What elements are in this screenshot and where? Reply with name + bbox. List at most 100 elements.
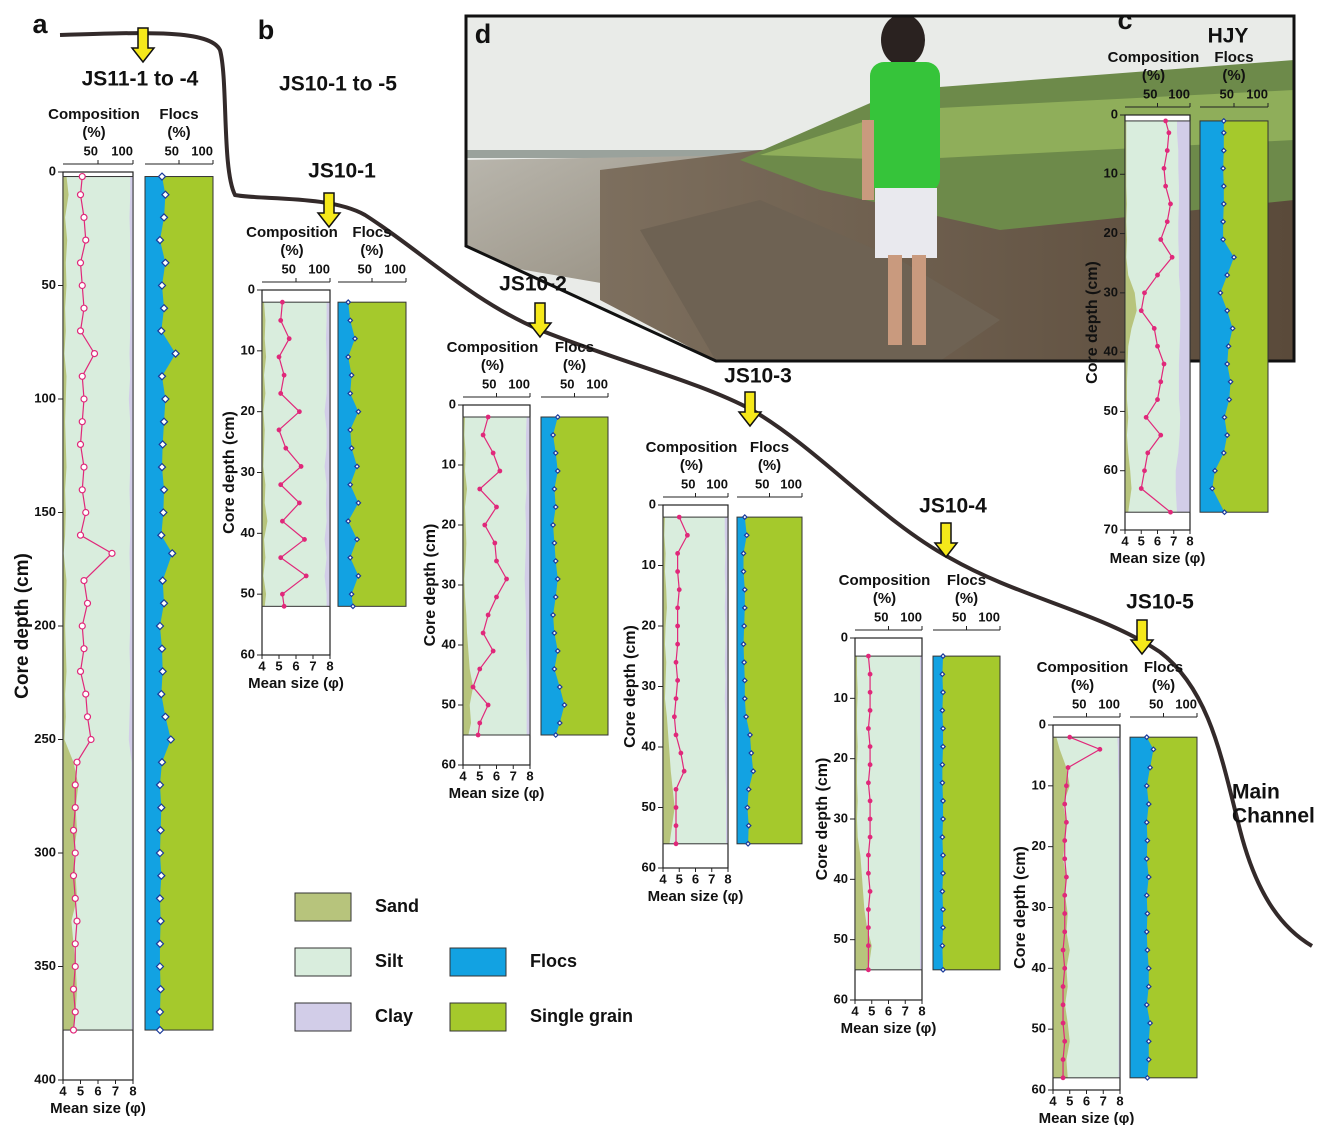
x-axis-label: Mean size (φ) — [841, 1020, 937, 1037]
y-tick-label: 100 — [34, 390, 56, 405]
x-tick-label: 4 — [59, 1083, 67, 1098]
y-axis-label: Core depth (cm) — [814, 758, 831, 881]
mean-size-point — [868, 672, 872, 676]
composition-tick-label: 100 — [508, 376, 530, 391]
y-tick-label: 50 — [1104, 403, 1118, 418]
flocs-label: Flocs — [555, 339, 594, 356]
composition-tick-label: 100 — [900, 609, 922, 624]
x-tick-label: 6 — [493, 768, 500, 783]
flocs-label: (%) — [758, 457, 781, 474]
core-title: JS10-5 — [1126, 591, 1194, 614]
mean-size-point — [78, 192, 84, 198]
x-tick-label: 5 — [676, 871, 683, 886]
mean-size-point — [72, 964, 78, 970]
x-tick-label: 7 — [708, 871, 715, 886]
x-axis-label: Mean size (φ) — [1039, 1110, 1135, 1125]
mean-size-point — [1165, 220, 1169, 224]
y-tick-label: 0 — [841, 629, 848, 644]
x-tick-label: 5 — [1138, 533, 1145, 548]
y-axis-label: Core depth (cm) — [12, 553, 33, 699]
channel-label: Main — [1232, 781, 1280, 804]
x-tick-label: 4 — [851, 1003, 859, 1018]
y-tick-label: 60 — [642, 859, 656, 874]
location-arrow — [318, 193, 340, 227]
x-tick-label: 7 — [309, 658, 316, 673]
mean-size-point — [481, 631, 485, 635]
x-tick-label: 7 — [1170, 533, 1177, 548]
mean-size-point — [1098, 748, 1102, 752]
core-title: JS10-4 — [919, 495, 987, 518]
composition-label: Composition — [447, 339, 539, 356]
mean-size-point — [71, 827, 77, 833]
mean-size-point — [679, 751, 683, 755]
legend-label: Sand — [375, 896, 419, 916]
y-tick-label: 400 — [34, 1071, 56, 1086]
mean-size-point — [868, 691, 872, 695]
flocs-tick-label: 50 — [165, 143, 179, 158]
mean-size-point — [868, 763, 872, 767]
mean-size-point — [471, 685, 475, 689]
legend-swatch — [295, 1003, 351, 1031]
x-tick-label: 4 — [659, 871, 667, 886]
composition-label: (%) — [1142, 67, 1165, 84]
flocs-label: (%) — [955, 590, 978, 607]
panel-letter: a — [32, 9, 48, 39]
mean-size-point — [483, 523, 487, 527]
mean-size-point — [868, 709, 872, 713]
x-tick-label: 6 — [1083, 1093, 1090, 1108]
mean-size-point — [78, 260, 84, 266]
mean-size-point — [284, 446, 288, 450]
mean-size-point — [1143, 469, 1147, 473]
mean-size-point — [481, 433, 485, 437]
mean-size-point — [72, 782, 78, 788]
mean-size-point — [491, 649, 495, 653]
y-tick-label: 250 — [34, 731, 56, 746]
mean-size-point — [1066, 766, 1070, 770]
core-title: JS10-3 — [724, 365, 792, 388]
mean-size-point — [79, 487, 85, 493]
mean-size-point — [674, 697, 678, 701]
y-tick-label: 350 — [34, 958, 56, 973]
panel-letter: c — [1117, 5, 1132, 35]
mean-size-point — [676, 606, 680, 610]
legend-label: Flocs — [530, 951, 577, 971]
mean-size-point — [1063, 930, 1067, 934]
mean-size-point — [867, 968, 871, 972]
mean-size-point — [505, 577, 509, 581]
mean-size-point — [78, 441, 84, 447]
mean-size-point — [867, 853, 871, 857]
y-tick-label: 60 — [1032, 1081, 1046, 1096]
x-tick-label: 6 — [1154, 533, 1161, 548]
mean-size-point — [1061, 1021, 1065, 1025]
x-tick-label: 4 — [258, 658, 266, 673]
mean-size-point — [1146, 451, 1150, 455]
mean-size-point — [85, 714, 91, 720]
flocs-label: (%) — [563, 357, 586, 374]
x-tick-label: 8 — [724, 871, 731, 886]
mean-size-point — [277, 355, 281, 359]
mean-size-point — [1063, 967, 1067, 971]
composition-tick-label: 100 — [1168, 86, 1190, 101]
y-tick-label: 50 — [241, 586, 255, 601]
composition-tick-label: 50 — [1072, 696, 1086, 711]
x-tick-label: 6 — [292, 658, 299, 673]
mean-size-point — [674, 842, 678, 846]
y-tick-label: 50 — [834, 931, 848, 946]
x-tick-label: 7 — [1100, 1093, 1107, 1108]
mean-size-point — [71, 1027, 77, 1033]
y-tick-label: 50 — [42, 277, 56, 292]
mean-size-point — [1167, 131, 1171, 135]
y-axis-label: Core depth (cm) — [1084, 261, 1101, 384]
mean-size-point — [868, 745, 872, 749]
y-tick-label: 150 — [34, 504, 56, 519]
channel-label: Channel — [1232, 805, 1315, 828]
mean-size-point — [1164, 184, 1168, 188]
mean-size-point — [1068, 735, 1072, 739]
y-tick-label: 40 — [834, 871, 848, 886]
mean-size-point — [676, 552, 680, 556]
y-tick-label: 10 — [642, 557, 656, 572]
y-tick-label: 20 — [642, 617, 656, 632]
mean-size-point — [92, 351, 98, 357]
mean-size-point — [1162, 167, 1166, 171]
y-tick-label: 60 — [1104, 462, 1118, 477]
